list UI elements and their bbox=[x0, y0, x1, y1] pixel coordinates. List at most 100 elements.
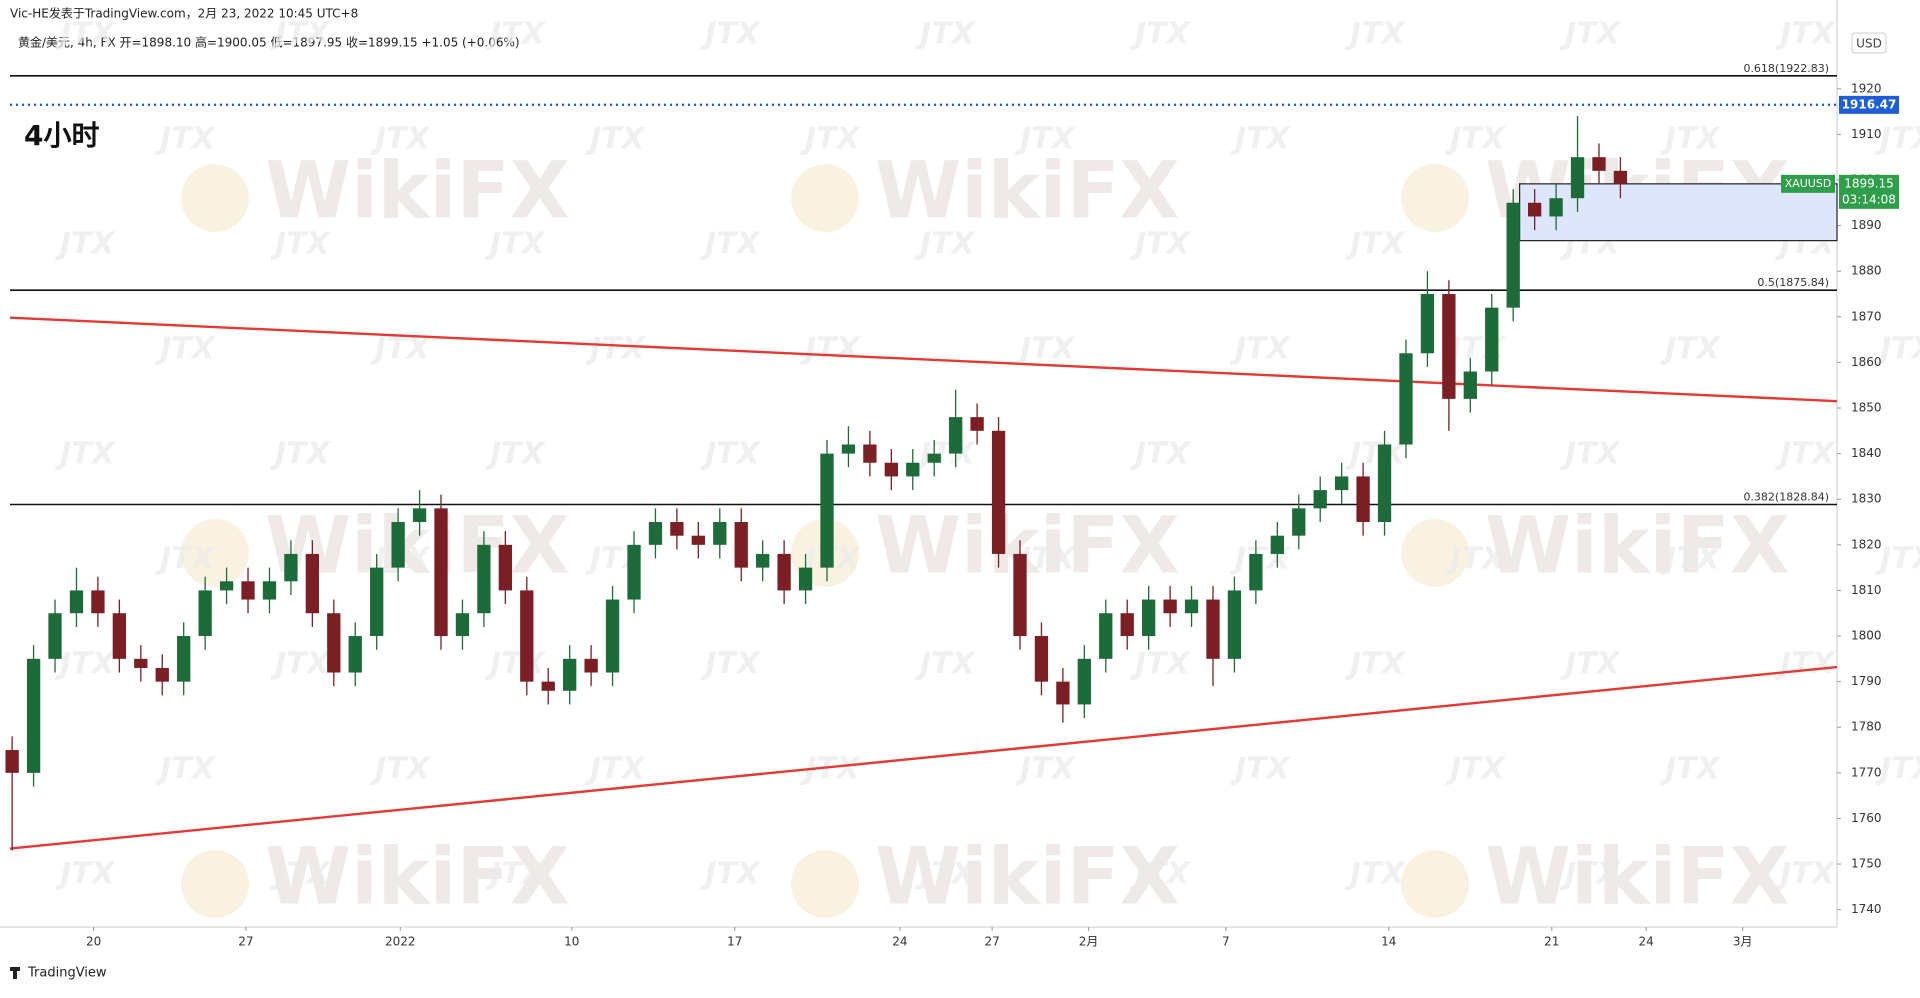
y-tick-label: 1780 bbox=[1851, 720, 1882, 734]
candle-body bbox=[134, 658, 148, 668]
y-tick-label: 1760 bbox=[1851, 811, 1882, 825]
watermark-icon bbox=[181, 164, 249, 232]
trendline bbox=[9, 316, 1838, 403]
candle-body bbox=[1549, 198, 1563, 217]
fib-label: 0.382(1828.84) bbox=[1743, 491, 1829, 504]
candle-body bbox=[627, 544, 641, 600]
watermark-small: JTX bbox=[585, 752, 647, 787]
candle-body bbox=[284, 553, 298, 582]
watermark-small: JTX bbox=[1015, 122, 1077, 157]
watermark-icon bbox=[791, 164, 859, 232]
watermark-small: JTX bbox=[1015, 752, 1077, 787]
currency-box bbox=[1851, 32, 1887, 54]
y-tick-label: 1920 bbox=[1851, 81, 1882, 95]
candle-body bbox=[841, 444, 856, 454]
candle-body bbox=[112, 613, 127, 659]
watermark-small: JTX bbox=[1445, 542, 1507, 577]
watermark-logo: WikiFX bbox=[875, 146, 1180, 236]
candle-body bbox=[884, 462, 898, 477]
candle-body bbox=[1335, 476, 1349, 491]
candle-body bbox=[1570, 157, 1585, 199]
candle-body bbox=[1463, 371, 1477, 399]
symbol-line: 黄金/美元, 4h, FX 开=1898.10 高=1900.05 低=1897… bbox=[18, 35, 520, 50]
brand-icon bbox=[10, 967, 20, 979]
watermark-logo: WikiFX bbox=[1485, 501, 1790, 591]
candle-body bbox=[1399, 353, 1413, 445]
watermark-small: JTX bbox=[1130, 227, 1192, 262]
y-tick-label: 1830 bbox=[1851, 492, 1882, 506]
watermark-small: JTX bbox=[485, 17, 547, 52]
watermark-small: JTX bbox=[1775, 857, 1837, 892]
watermark-small: JTX bbox=[915, 227, 977, 262]
candle-body bbox=[713, 522, 727, 545]
candle-body bbox=[48, 613, 62, 659]
candle-body bbox=[1485, 307, 1499, 372]
watermark-small: JTX bbox=[1230, 332, 1292, 367]
watermark-logo: WikiFX bbox=[265, 146, 570, 236]
candle-body bbox=[1034, 636, 1049, 682]
watermark-small: JTX bbox=[700, 437, 762, 472]
watermark-small: JTX bbox=[1130, 857, 1192, 892]
y-tick-label: 1860 bbox=[1851, 355, 1882, 369]
watermark-logo: WikiFX bbox=[1485, 832, 1790, 922]
currency: USD bbox=[1856, 37, 1882, 51]
watermark-small: JTX bbox=[155, 752, 217, 787]
watermark-small: JTX bbox=[1560, 647, 1622, 682]
candle-body bbox=[1013, 553, 1027, 637]
watermark-small: JTX bbox=[155, 542, 217, 577]
watermark-small: JTX bbox=[800, 122, 862, 157]
x-tick-label: 24 bbox=[1639, 935, 1654, 949]
candle-body bbox=[648, 522, 663, 545]
x-tick-label: 2月 bbox=[1079, 935, 1099, 949]
candle-body bbox=[262, 581, 277, 600]
candle-body bbox=[412, 508, 427, 523]
candle-body bbox=[1227, 590, 1242, 659]
y-tick-label: 1820 bbox=[1851, 537, 1882, 551]
watermark-small: JTX bbox=[1345, 857, 1407, 892]
y-tick-label: 1750 bbox=[1851, 857, 1882, 871]
x-tick-label: 27 bbox=[984, 935, 999, 949]
candle-body bbox=[241, 581, 255, 600]
candle-body bbox=[434, 508, 448, 637]
watermark-small: JTX bbox=[1445, 752, 1507, 787]
watermark-small: JTX bbox=[485, 857, 547, 892]
watermark-small: JTX bbox=[1775, 17, 1837, 52]
candle-body bbox=[1527, 202, 1542, 217]
watermark-small: JTX bbox=[1660, 542, 1722, 577]
x-tick-label: 3月 bbox=[1733, 935, 1753, 949]
candle-body bbox=[327, 613, 341, 673]
y-tick-label: 1800 bbox=[1851, 629, 1882, 643]
watermark-small: JTX bbox=[1660, 122, 1722, 157]
watermark-small: JTX bbox=[1560, 17, 1622, 52]
candle-body bbox=[541, 681, 555, 691]
watermark-small: JTX bbox=[485, 647, 547, 682]
timeframe-title: 4小时 bbox=[24, 119, 99, 152]
x-tick-label: 17 bbox=[727, 935, 742, 949]
watermark-small: JTX bbox=[1875, 542, 1920, 577]
watermark-small: JTX bbox=[270, 17, 332, 52]
candle-body bbox=[498, 544, 512, 591]
y-tick-label: 1850 bbox=[1851, 401, 1882, 415]
y-tick-label: 1870 bbox=[1851, 309, 1882, 323]
fib-label: 0.5(1875.84) bbox=[1757, 276, 1829, 289]
candle-body bbox=[563, 658, 577, 691]
watermark-small: JTX bbox=[915, 857, 977, 892]
candle-body bbox=[1313, 490, 1327, 509]
candle-body bbox=[970, 417, 984, 431]
x-tick-label: 21 bbox=[1544, 935, 1559, 949]
candle-body bbox=[1270, 535, 1284, 554]
watermark-small: JTX bbox=[1130, 647, 1192, 682]
y-tick-label: 1770 bbox=[1851, 765, 1882, 779]
watermark-logo: WikiFX bbox=[875, 832, 1180, 922]
watermark-small: JTX bbox=[370, 752, 432, 787]
y-tick-label: 1910 bbox=[1851, 127, 1882, 141]
candle-body bbox=[455, 613, 470, 637]
dotted-price-box bbox=[1839, 95, 1899, 114]
candle-body bbox=[1163, 599, 1177, 614]
watermark-small: JTX bbox=[700, 647, 762, 682]
author-line: Vic-HE发表于TradingView.com，2月 23, 2022 10:… bbox=[10, 6, 358, 21]
candle-body bbox=[777, 553, 791, 591]
watermark-small: JTX bbox=[1560, 437, 1622, 472]
candle-body bbox=[949, 417, 963, 454]
